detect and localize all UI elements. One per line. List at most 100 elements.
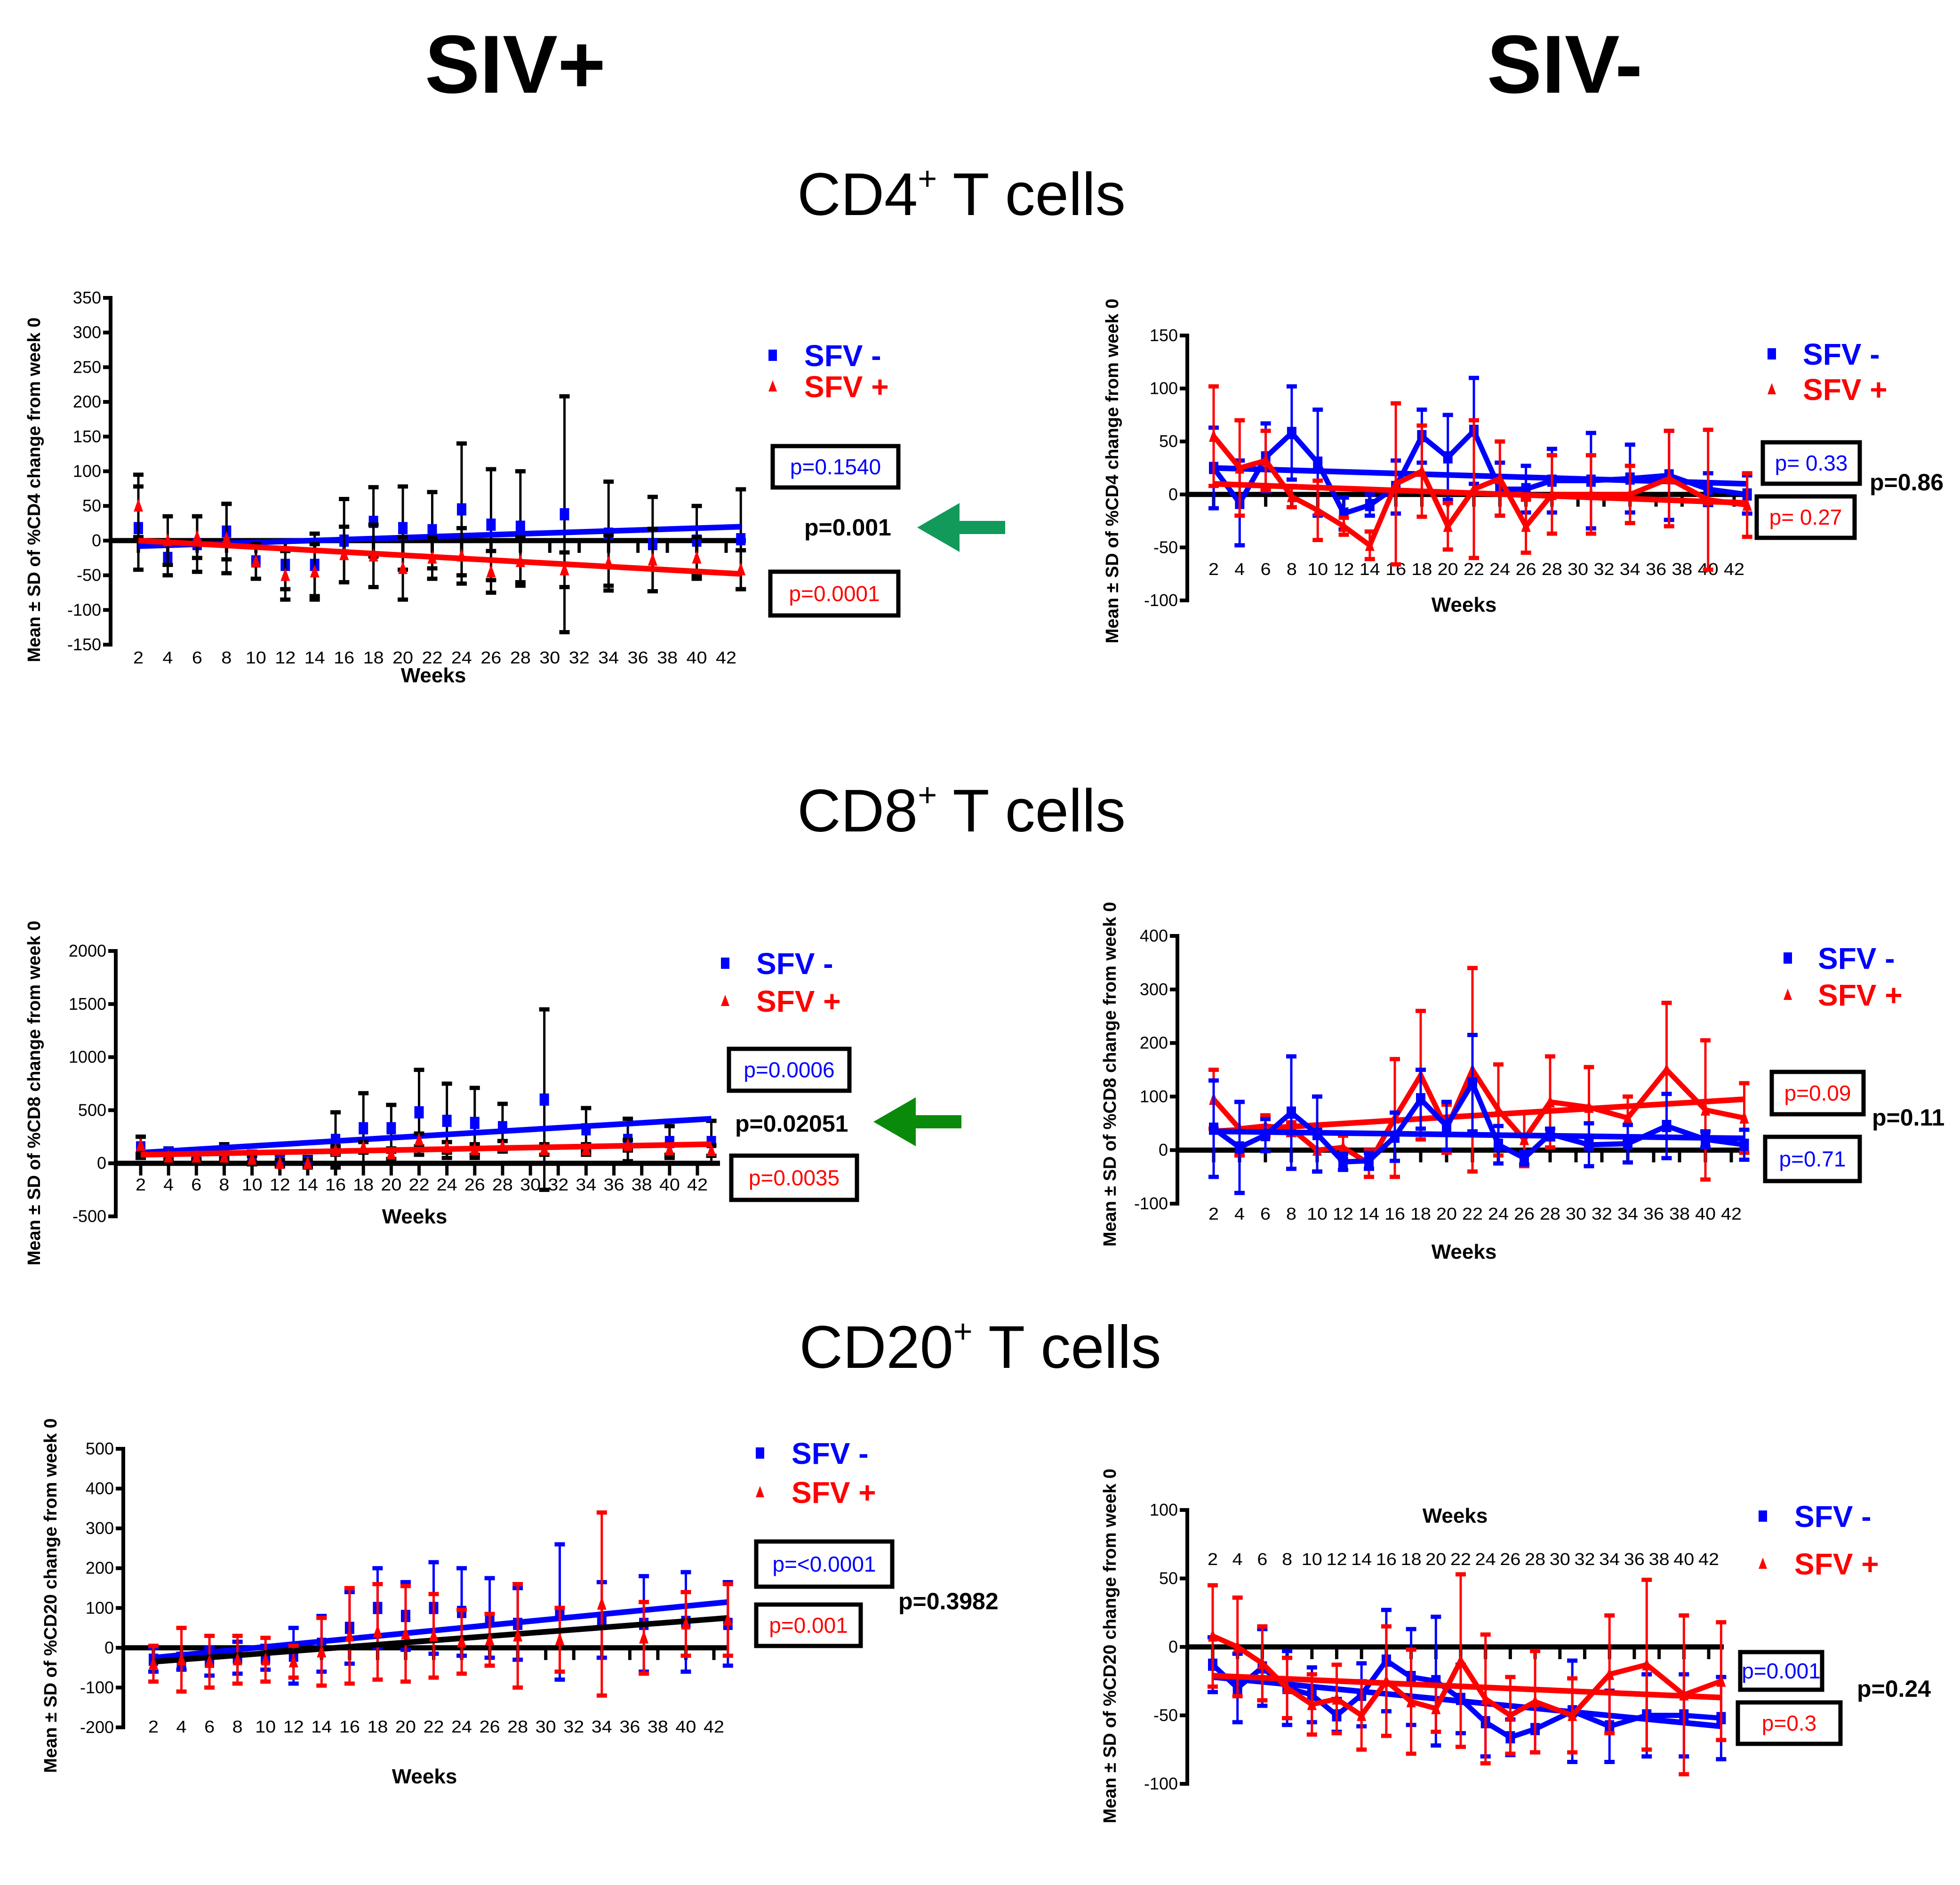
data-point-triangle [275, 1156, 285, 1169]
x-tick-label: 22 [424, 1717, 444, 1736]
data-point-triangle [280, 567, 290, 581]
combined-p-value: p=0.86 [1870, 469, 1944, 495]
data-point-triangle [485, 1632, 495, 1645]
data-point-triangle [497, 1139, 507, 1152]
y-tick-label: 0 [104, 1638, 114, 1657]
data-point-square [1261, 1129, 1270, 1142]
y-tick-label: 100 [86, 1598, 114, 1617]
series-SFVpos [133, 472, 746, 602]
x-tick-label: 2 [1208, 559, 1219, 579]
data-point-triangle [317, 1644, 327, 1658]
data-point-triangle [1664, 471, 1674, 485]
p-value-box [1763, 1134, 1862, 1183]
data-point-square [1365, 499, 1375, 511]
y-tick-label: -50 [77, 566, 101, 585]
y-tick-label: 1500 [69, 994, 106, 1014]
x-tick-label: 36 [619, 1717, 640, 1736]
data-point-triangle [222, 531, 232, 544]
series-SFVpos [136, 1131, 717, 1169]
data-point-triangle [1530, 1694, 1540, 1708]
data-point-triangle [1357, 1708, 1367, 1721]
x-axis-label: Weeks [1423, 1504, 1488, 1527]
x-tick-label: 40 [659, 1175, 680, 1194]
x-tick-label: 16 [334, 648, 354, 667]
data-point-triangle [1257, 1655, 1267, 1669]
y-tick-label: 100 [73, 462, 101, 481]
legend-marker-triangle [768, 380, 777, 391]
x-tick-label: 30 [520, 1175, 541, 1194]
y-tick-label: 400 [86, 1479, 114, 1498]
x-tick-label: 10 [1307, 1204, 1328, 1223]
x-tick-label: 42 [687, 1175, 708, 1194]
data-point-triangle [386, 1146, 396, 1159]
x-tick-label: 4 [1232, 1550, 1243, 1569]
p-value-box [1760, 440, 1862, 486]
data-point-triangle [1480, 1691, 1490, 1705]
x-tick-label: 42 [1724, 559, 1744, 579]
x-tick-label: 38 [648, 1717, 668, 1736]
x-tick-label: 12 [1333, 1204, 1353, 1223]
x-tick-label: 30 [1566, 1204, 1586, 1223]
data-point-triangle [1679, 1687, 1689, 1701]
data-point-square [359, 1122, 368, 1134]
legend-label: SFV - [1818, 942, 1895, 975]
regression-line [138, 524, 741, 549]
data-point-triangle [232, 1652, 242, 1666]
x-tick-label: 40 [1695, 1204, 1716, 1223]
arrow-left-icon [873, 1097, 961, 1146]
y-tick-label: 2000 [69, 941, 106, 960]
x-tick-label: 22 [409, 1175, 430, 1194]
y-tick-label: 50 [82, 496, 101, 515]
x-tick-label: 12 [270, 1175, 290, 1194]
data-point-triangle [736, 562, 746, 575]
data-point-triangle [1547, 487, 1557, 500]
p-value-text: p=0.0035 [749, 1166, 840, 1190]
data-point-triangle [149, 1656, 158, 1669]
data-point-square [1364, 1154, 1374, 1167]
data-point-square [736, 533, 746, 545]
y-axis-label: Mean ± SD of %CD4 change from week 0 [24, 318, 44, 662]
y-tick-label: 500 [86, 1439, 114, 1458]
data-point-square [1443, 451, 1453, 463]
data-point-triangle [368, 548, 378, 562]
data-point-triangle [1586, 487, 1596, 500]
data-point-triangle [1742, 497, 1752, 511]
data-point-triangle [1469, 481, 1479, 495]
data-point-triangle [359, 1140, 368, 1153]
y-axis-label: Mean ± SD of %CD20 change from week 0 [41, 1418, 61, 1773]
data-point-triangle [604, 555, 614, 569]
x-tick-label: 26 [480, 648, 501, 667]
x-tick-label: 4 [176, 1717, 187, 1736]
y-tick-label: 0 [1168, 485, 1178, 504]
x-tick-label: 6 [1257, 1550, 1267, 1569]
x-tick-label: 6 [191, 1175, 201, 1194]
x-tick-label: 38 [632, 1175, 652, 1194]
legend-marker-triangle [756, 1486, 764, 1497]
data-point-square [1520, 1152, 1529, 1165]
x-tick-label: 34 [1617, 1204, 1638, 1223]
data-point-triangle [1307, 1697, 1317, 1710]
x-tick-label: 2 [1208, 1204, 1219, 1223]
x-tick-label: 34 [1599, 1550, 1620, 1569]
data-point-triangle [1381, 1673, 1391, 1687]
data-point-triangle [1662, 1062, 1672, 1076]
section-title-cd4-sup: + [918, 160, 937, 197]
p-value-text: p=0.09 [1784, 1081, 1851, 1105]
data-point-square [1416, 1093, 1425, 1106]
regression-line [1212, 1673, 1721, 1701]
x-tick-label: 28 [1540, 1204, 1560, 1223]
y-tick-label: 300 [86, 1518, 114, 1538]
data-point-triangle [331, 1143, 341, 1157]
x-tick-label: 16 [325, 1175, 346, 1194]
y-tick-label: 100 [1140, 1086, 1168, 1106]
p-value-text: p=0.3 [1762, 1711, 1816, 1735]
data-point-triangle [513, 1628, 523, 1642]
series-SFVneg [1208, 1033, 1750, 1195]
x-tick-label: 36 [1624, 1550, 1645, 1569]
data-point-square [1739, 1138, 1749, 1151]
x-tick-label: 18 [1411, 559, 1432, 579]
legend-marker-triangle [1759, 1558, 1767, 1569]
x-tick-label: 20 [1436, 1204, 1457, 1223]
data-point-triangle [560, 562, 569, 575]
